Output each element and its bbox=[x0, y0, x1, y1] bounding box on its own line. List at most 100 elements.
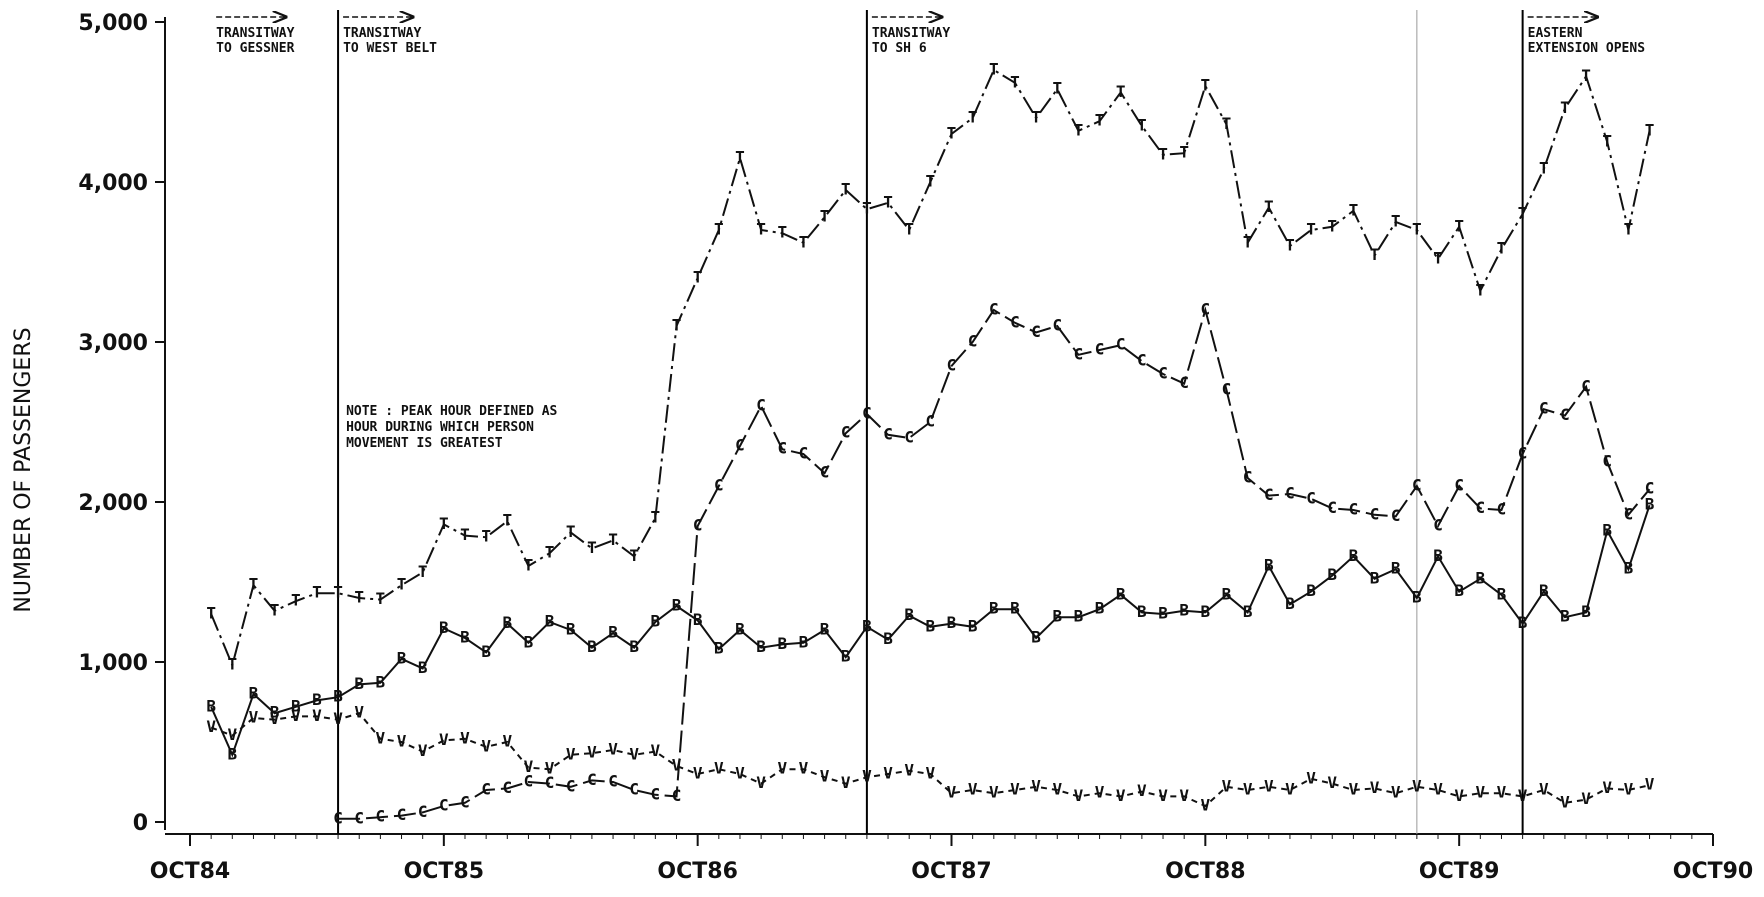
point-letter: T bbox=[1412, 220, 1422, 239]
point-letter: B bbox=[1031, 628, 1041, 647]
point: V bbox=[841, 773, 851, 792]
point: B bbox=[502, 613, 512, 632]
point: T bbox=[1010, 72, 1020, 91]
point: B bbox=[291, 696, 301, 715]
point-letter: B bbox=[862, 616, 872, 635]
point: C bbox=[989, 300, 999, 319]
point: B bbox=[651, 612, 661, 631]
point-letter: B bbox=[651, 612, 661, 631]
point-letter: T bbox=[799, 232, 809, 251]
point: C bbox=[651, 784, 661, 803]
point: T bbox=[587, 538, 597, 557]
point: T bbox=[1412, 220, 1422, 239]
point: C bbox=[524, 772, 534, 791]
point: T bbox=[651, 508, 661, 527]
point-letter: B bbox=[608, 623, 618, 642]
point-letter: V bbox=[1433, 780, 1443, 799]
point: B bbox=[947, 613, 957, 632]
point: T bbox=[1052, 79, 1062, 98]
point-letter: C bbox=[862, 404, 872, 423]
point-letter: V bbox=[608, 740, 618, 759]
point-letter: C bbox=[1158, 364, 1168, 383]
point: T bbox=[1370, 245, 1380, 264]
point-letter: C bbox=[1391, 506, 1401, 525]
point: V bbox=[1306, 768, 1316, 787]
point-letter: T bbox=[714, 220, 724, 239]
point-letter: B bbox=[397, 648, 407, 667]
point-letter: C bbox=[376, 807, 386, 826]
point: C bbox=[481, 780, 491, 799]
point-letter: V bbox=[820, 767, 830, 786]
point-letter: V bbox=[587, 743, 597, 762]
annotation-text: EASTERN bbox=[1528, 26, 1583, 41]
point-letter: T bbox=[270, 600, 280, 619]
point-letter: T bbox=[1243, 232, 1253, 251]
point: V bbox=[926, 764, 936, 783]
point-letter: V bbox=[1539, 780, 1549, 799]
point-letter: V bbox=[989, 783, 999, 802]
point-letter: V bbox=[1391, 783, 1401, 802]
point: T bbox=[714, 220, 724, 239]
point: C bbox=[1074, 344, 1084, 363]
point: T bbox=[333, 583, 343, 602]
point: B bbox=[926, 616, 936, 635]
point: T bbox=[735, 148, 745, 167]
point-letter: B bbox=[1624, 559, 1634, 578]
annotation-text: TO WEST BELT bbox=[343, 41, 437, 56]
point: C bbox=[693, 516, 703, 535]
point: C bbox=[1179, 373, 1189, 392]
point: V bbox=[397, 732, 407, 751]
point: T bbox=[249, 575, 259, 594]
point: T bbox=[1391, 212, 1401, 231]
point-letter: B bbox=[989, 599, 999, 618]
point: C bbox=[1201, 300, 1211, 319]
point: B bbox=[735, 620, 745, 639]
y-tick-label: 5,000 bbox=[78, 11, 148, 36]
point: V bbox=[1116, 786, 1126, 805]
point-letter: B bbox=[1158, 604, 1168, 623]
point-letter: V bbox=[312, 706, 322, 725]
point: T bbox=[1327, 216, 1337, 235]
point: B bbox=[312, 690, 322, 709]
point: V bbox=[1285, 780, 1295, 799]
point-letter: T bbox=[312, 583, 322, 602]
point: C bbox=[1518, 444, 1528, 463]
point-letter: V bbox=[502, 732, 512, 751]
point: T bbox=[777, 223, 787, 242]
point-letter: B bbox=[1539, 581, 1549, 600]
point-letter: T bbox=[1179, 143, 1189, 162]
point: B bbox=[1158, 604, 1168, 623]
point-letter: B bbox=[1560, 607, 1570, 626]
point: T bbox=[1158, 144, 1168, 163]
x-tick-label: OCT88 bbox=[1165, 859, 1245, 884]
point-letter: B bbox=[1285, 594, 1295, 613]
point: T bbox=[376, 589, 386, 608]
point: C bbox=[587, 770, 597, 789]
point-letter: C bbox=[397, 805, 407, 824]
point-letter: V bbox=[354, 703, 364, 722]
point: C bbox=[1052, 316, 1062, 335]
point: V bbox=[1327, 773, 1337, 792]
point: B bbox=[206, 696, 216, 715]
point: C bbox=[1539, 399, 1549, 418]
point-letter: C bbox=[1031, 322, 1041, 341]
point-letter: V bbox=[968, 780, 978, 799]
point-letter: V bbox=[651, 741, 661, 760]
point: C bbox=[1264, 485, 1274, 504]
point-letter: B bbox=[566, 620, 576, 639]
point-letter: V bbox=[735, 764, 745, 783]
point-letter: B bbox=[291, 696, 301, 715]
point-letter: C bbox=[1370, 504, 1380, 523]
point-letter: T bbox=[926, 172, 936, 191]
point: V bbox=[376, 728, 386, 747]
point: B bbox=[1285, 594, 1295, 613]
point: B bbox=[587, 637, 597, 656]
annotation-text: TO GESSNER bbox=[216, 41, 294, 56]
point: V bbox=[968, 780, 978, 799]
point-letter: V bbox=[799, 759, 809, 778]
point: B bbox=[545, 612, 555, 631]
point: C bbox=[1433, 516, 1443, 535]
annotation-text: EXTENSION OPENS bbox=[1528, 41, 1646, 56]
point: B bbox=[883, 629, 893, 648]
point-letter: C bbox=[1264, 485, 1274, 504]
